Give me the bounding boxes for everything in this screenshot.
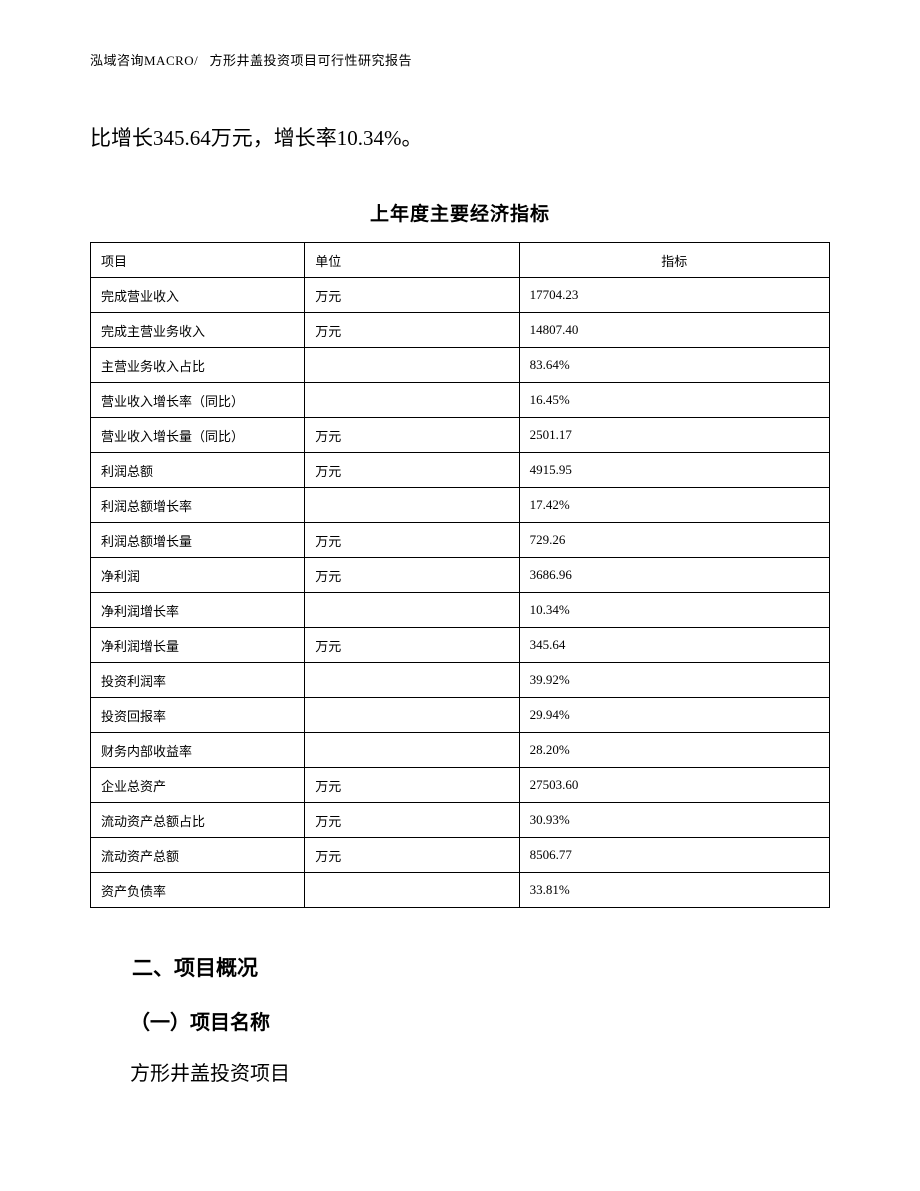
page-header: 泓域咨询MACRO/ 方形井盖投资项目可行性研究报告 bbox=[90, 50, 830, 69]
sub-heading: （一）项目名称 bbox=[90, 1006, 830, 1035]
cell-project: 营业收入增长率（同比） bbox=[91, 383, 305, 418]
table-row: 资产负债率 33.81% bbox=[91, 873, 830, 908]
table-row: 流动资产总额万元8506.77 bbox=[91, 838, 830, 873]
cell-unit: 万元 bbox=[305, 558, 519, 593]
cell-unit: 万元 bbox=[305, 768, 519, 803]
cell-unit bbox=[305, 348, 519, 383]
section-heading: 二、项目概况 bbox=[90, 952, 830, 982]
cell-unit: 万元 bbox=[305, 278, 519, 313]
cell-unit: 万元 bbox=[305, 453, 519, 488]
table-row: 财务内部收益率 28.20% bbox=[91, 733, 830, 768]
cell-project: 企业总资产 bbox=[91, 768, 305, 803]
cell-project: 利润总额 bbox=[91, 453, 305, 488]
cell-indicator: 33.81% bbox=[519, 873, 829, 908]
cell-project: 流动资产总额占比 bbox=[91, 803, 305, 838]
cell-indicator: 39.92% bbox=[519, 663, 829, 698]
table-row: 净利润万元3686.96 bbox=[91, 558, 830, 593]
cell-project: 完成主营业务收入 bbox=[91, 313, 305, 348]
table-row: 净利润增长率 10.34% bbox=[91, 593, 830, 628]
cell-indicator: 4915.95 bbox=[519, 453, 829, 488]
table-row: 完成营业收入万元17704.23 bbox=[91, 278, 830, 313]
economic-indicators-table: 项目 单位 指标 完成营业收入万元17704.23完成主营业务收入万元14807… bbox=[90, 242, 830, 908]
cell-project: 利润总额增长率 bbox=[91, 488, 305, 523]
cell-unit bbox=[305, 733, 519, 768]
cell-project: 投资利润率 bbox=[91, 663, 305, 698]
cell-indicator: 17704.23 bbox=[519, 278, 829, 313]
cell-indicator: 2501.17 bbox=[519, 418, 829, 453]
col-header-project: 项目 bbox=[91, 243, 305, 278]
cell-indicator: 28.20% bbox=[519, 733, 829, 768]
table-row: 投资利润率 39.92% bbox=[91, 663, 830, 698]
cell-indicator: 14807.40 bbox=[519, 313, 829, 348]
cell-unit: 万元 bbox=[305, 418, 519, 453]
table-row: 利润总额万元4915.95 bbox=[91, 453, 830, 488]
cell-indicator: 27503.60 bbox=[519, 768, 829, 803]
project-name-paragraph: 方形井盖投资项目 bbox=[90, 1055, 830, 1093]
cell-indicator: 17.42% bbox=[519, 488, 829, 523]
table-row: 利润总额增长量万元729.26 bbox=[91, 523, 830, 558]
table-row: 主营业务收入占比 83.64% bbox=[91, 348, 830, 383]
cell-project: 主营业务收入占比 bbox=[91, 348, 305, 383]
document-page: 泓域咨询MACRO/ 方形井盖投资项目可行性研究报告 比增长345.64万元，增… bbox=[0, 0, 920, 1093]
table-row: 营业收入增长量（同比）万元2501.17 bbox=[91, 418, 830, 453]
header-company: 泓域咨询MACRO/ bbox=[90, 53, 198, 68]
cell-indicator: 16.45% bbox=[519, 383, 829, 418]
cell-unit bbox=[305, 698, 519, 733]
cell-project: 营业收入增长量（同比） bbox=[91, 418, 305, 453]
cell-unit bbox=[305, 383, 519, 418]
cell-project: 净利润增长率 bbox=[91, 593, 305, 628]
table-title: 上年度主要经济指标 bbox=[90, 199, 830, 226]
cell-project: 净利润增长量 bbox=[91, 628, 305, 663]
cell-project: 利润总额增长量 bbox=[91, 523, 305, 558]
table-row: 营业收入增长率（同比） 16.45% bbox=[91, 383, 830, 418]
cell-project: 资产负债率 bbox=[91, 873, 305, 908]
cell-unit: 万元 bbox=[305, 628, 519, 663]
cell-unit: 万元 bbox=[305, 803, 519, 838]
table-row: 企业总资产万元27503.60 bbox=[91, 768, 830, 803]
cell-indicator: 8506.77 bbox=[519, 838, 829, 873]
cell-unit bbox=[305, 488, 519, 523]
table-row: 流动资产总额占比万元30.93% bbox=[91, 803, 830, 838]
header-doc-title: 方形井盖投资项目可行性研究报告 bbox=[210, 53, 413, 68]
cell-unit bbox=[305, 593, 519, 628]
col-header-indicator: 指标 bbox=[519, 243, 829, 278]
cell-indicator: 3686.96 bbox=[519, 558, 829, 593]
col-header-unit: 单位 bbox=[305, 243, 519, 278]
cell-indicator: 29.94% bbox=[519, 698, 829, 733]
table-header-row: 项目 单位 指标 bbox=[91, 243, 830, 278]
cell-unit bbox=[305, 873, 519, 908]
table-row: 净利润增长量万元345.64 bbox=[91, 628, 830, 663]
cell-project: 投资回报率 bbox=[91, 698, 305, 733]
cell-project: 财务内部收益率 bbox=[91, 733, 305, 768]
cell-unit bbox=[305, 663, 519, 698]
cell-unit: 万元 bbox=[305, 523, 519, 558]
cell-project: 流动资产总额 bbox=[91, 838, 305, 873]
cell-indicator: 10.34% bbox=[519, 593, 829, 628]
cell-indicator: 83.64% bbox=[519, 348, 829, 383]
table-row: 完成主营业务收入万元14807.40 bbox=[91, 313, 830, 348]
intro-paragraph: 比增长345.64万元，增长率10.34%。 bbox=[90, 117, 830, 159]
cell-project: 净利润 bbox=[91, 558, 305, 593]
table-body: 完成营业收入万元17704.23完成主营业务收入万元14807.40主营业务收入… bbox=[91, 278, 830, 908]
cell-unit: 万元 bbox=[305, 838, 519, 873]
cell-unit: 万元 bbox=[305, 313, 519, 348]
cell-indicator: 729.26 bbox=[519, 523, 829, 558]
cell-indicator: 345.64 bbox=[519, 628, 829, 663]
table-row: 投资回报率 29.94% bbox=[91, 698, 830, 733]
cell-indicator: 30.93% bbox=[519, 803, 829, 838]
table-row: 利润总额增长率 17.42% bbox=[91, 488, 830, 523]
cell-project: 完成营业收入 bbox=[91, 278, 305, 313]
